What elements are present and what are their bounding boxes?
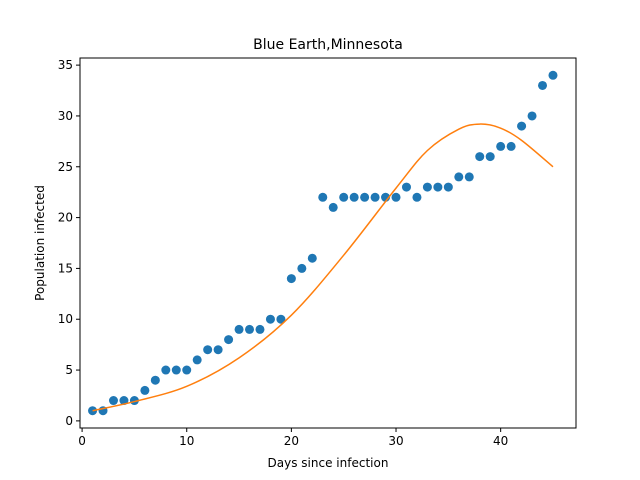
y-tick-label: 0 <box>65 414 73 428</box>
scatter-point <box>286 274 296 284</box>
scatter-point <box>161 365 171 375</box>
fit-curve <box>92 123 554 412</box>
scatter-point <box>276 314 286 324</box>
scatter-point <box>245 324 255 334</box>
scatter-point <box>119 396 129 406</box>
scatter-point <box>307 253 317 263</box>
x-tick-label: 40 <box>493 434 508 448</box>
scatter-point <box>548 70 558 80</box>
scatter-point <box>108 396 118 406</box>
x-tick-label: 10 <box>179 434 194 448</box>
y-tick-label: 25 <box>58 160 73 174</box>
scatter-point <box>517 121 527 131</box>
scatter-point <box>328 202 338 212</box>
scatter-point <box>422 182 432 192</box>
y-tick-label: 10 <box>58 312 73 326</box>
scatter-point <box>433 182 443 192</box>
scatter-point <box>370 192 380 202</box>
scatter-point <box>213 345 223 355</box>
axes-frame <box>79 57 577 429</box>
scatter-point <box>401 182 411 192</box>
x-tick-label: 20 <box>284 434 299 448</box>
scatter-point <box>443 182 453 192</box>
scatter-point <box>255 324 265 334</box>
scatter-point <box>454 172 464 182</box>
scatter-point <box>171 365 181 375</box>
x-tick-label: 30 <box>388 434 403 448</box>
scatter-point <box>506 141 516 151</box>
scatter-point <box>297 263 307 273</box>
y-axis: 0 5 10 15 20 25 30 35 <box>58 58 80 428</box>
x-axis: 0 10 20 30 40 <box>78 428 508 448</box>
scatter-point <box>339 192 349 202</box>
scatter-point <box>234 324 244 334</box>
scatter-point <box>527 111 537 121</box>
x-axis-label: Days since infection <box>268 456 389 470</box>
scatter-point <box>485 152 495 162</box>
scatter-point <box>391 192 401 202</box>
scatter-point <box>464 172 474 182</box>
scatter-point <box>140 385 150 395</box>
scatter-point <box>265 314 275 324</box>
scatter-point <box>496 141 506 151</box>
scatter-point <box>203 345 213 355</box>
y-tick-label: 30 <box>58 109 73 123</box>
scatter-point <box>192 355 202 365</box>
scatter-point <box>224 335 234 345</box>
plot-area <box>88 70 558 416</box>
scatter-point <box>349 192 359 202</box>
scatter-point <box>360 192 370 202</box>
y-axis-label: Population infected <box>33 185 47 301</box>
x-tick-label: 0 <box>78 434 86 448</box>
scatter-point <box>538 80 548 90</box>
scatter-point <box>412 192 422 202</box>
y-tick-label: 15 <box>58 261 73 275</box>
y-tick-label: 5 <box>65 363 73 377</box>
y-tick-label: 35 <box>58 58 73 72</box>
y-tick-label: 20 <box>58 211 73 225</box>
scatter-point <box>182 365 192 375</box>
scatter-point <box>318 192 328 202</box>
chart-title: Blue Earth,Minnesota <box>253 37 403 53</box>
scatter-point <box>475 152 485 162</box>
scatter-point <box>150 375 160 385</box>
